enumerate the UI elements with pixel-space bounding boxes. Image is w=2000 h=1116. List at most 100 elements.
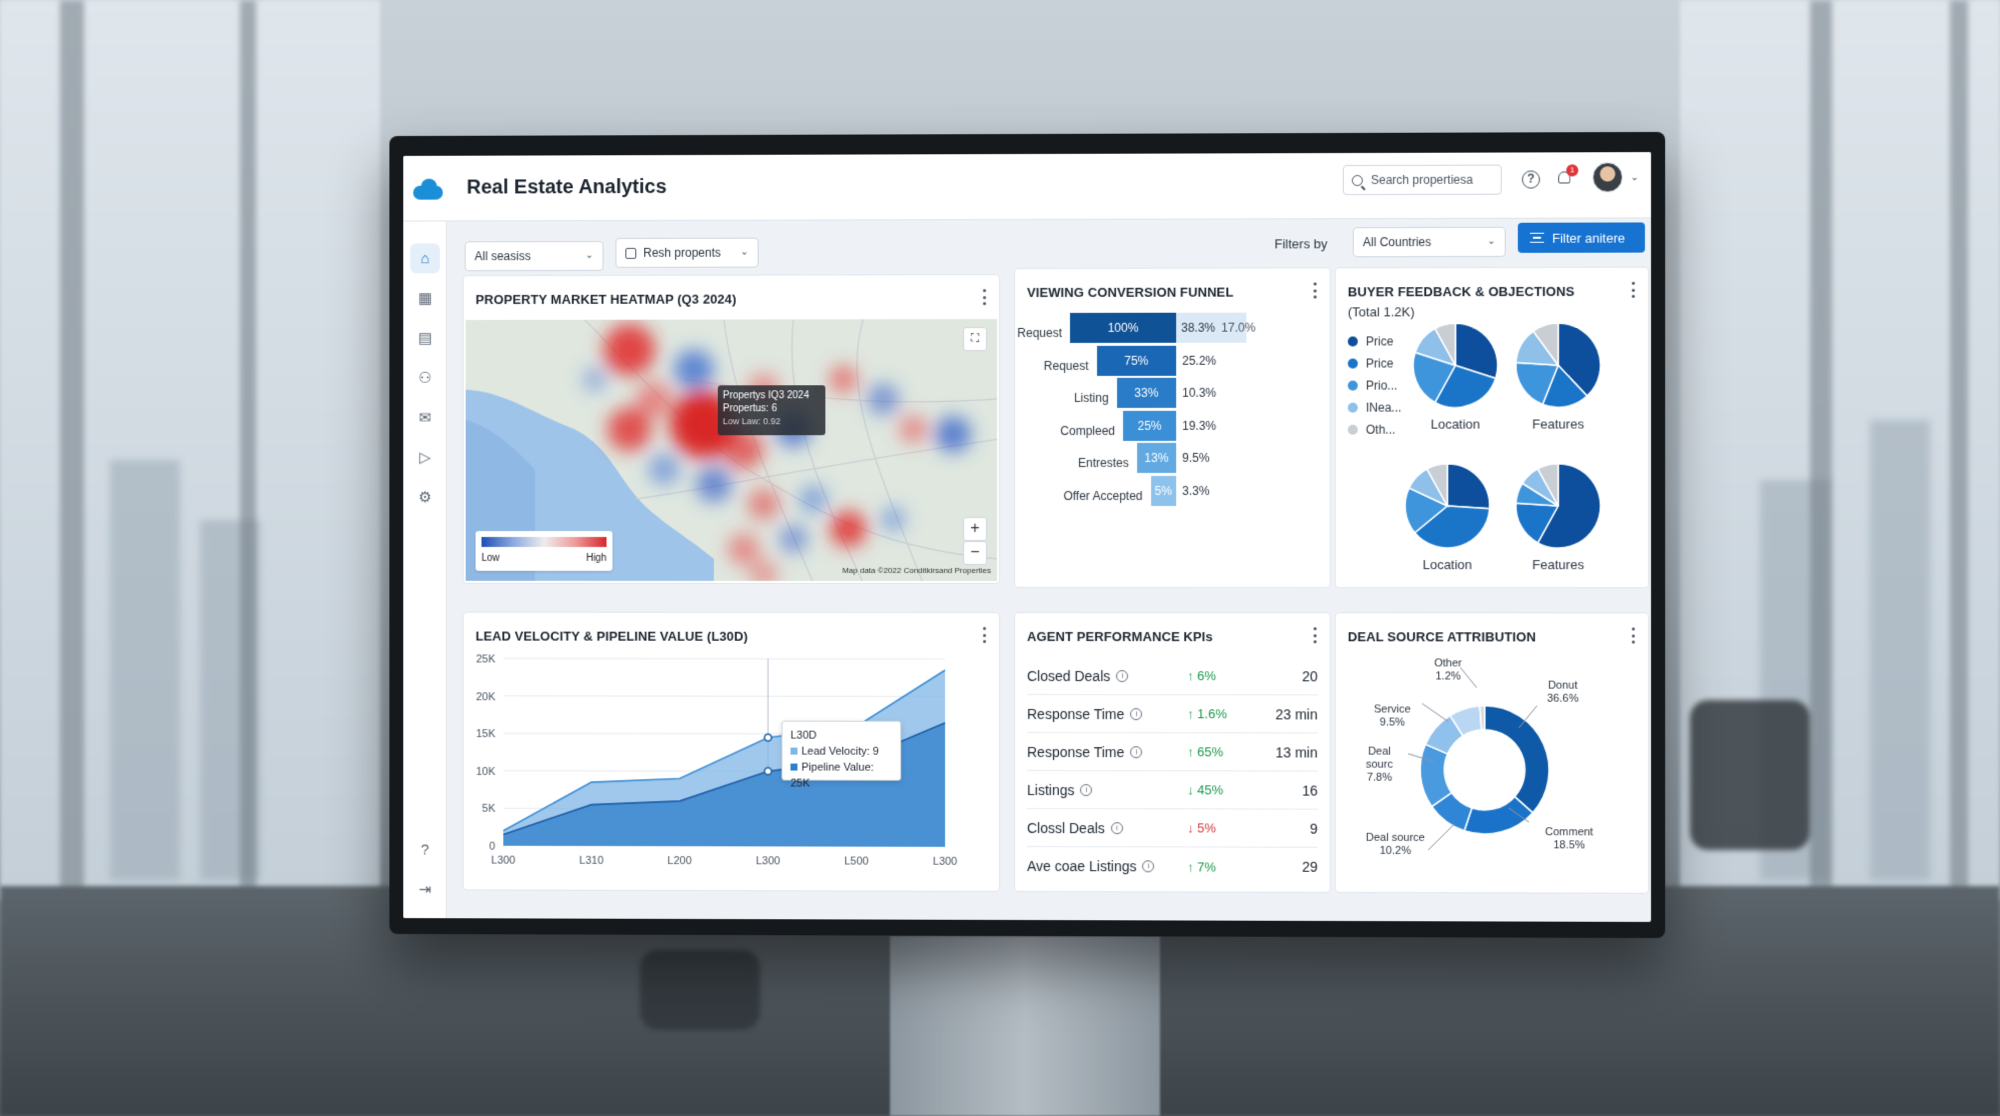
legend-label: Price bbox=[1366, 334, 1393, 348]
more-options-icon[interactable] bbox=[1632, 282, 1636, 298]
kpi-name: Response Time i bbox=[1027, 744, 1157, 760]
legend-swatch bbox=[1348, 425, 1358, 435]
kpi-row: Response Time i ↑ 65% 13 min bbox=[1027, 733, 1318, 772]
deal-source-title: DEAL SOURCE ATTRIBUTION bbox=[1348, 629, 1536, 644]
info-icon[interactable]: i bbox=[1116, 670, 1128, 682]
bell-icon[interactable]: 1 bbox=[1556, 168, 1572, 188]
info-icon[interactable]: i bbox=[1111, 822, 1123, 834]
kpi-value: 13 min bbox=[1275, 744, 1317, 760]
help-circle-icon[interactable]: ? bbox=[410, 835, 440, 865]
funnel-bar: 33% bbox=[1117, 378, 1176, 408]
lead-velocity-chart: 0 5K 10K 15K 20K 25K L300 L310 L200 L300 L500 L300 bbox=[464, 613, 1001, 893]
info-icon[interactable]: i bbox=[1130, 708, 1142, 720]
kpi-name-label: Listings bbox=[1027, 782, 1074, 798]
y-tick-label: 25K bbox=[476, 653, 496, 665]
heatmap-map[interactable]: Propertys IQ3 2024 Propertus: 6 Low Law:… bbox=[466, 319, 997, 581]
donut-label: Deal sourc 7.8% bbox=[1366, 746, 1393, 785]
legend-item: Oth... bbox=[1348, 423, 1396, 437]
kpi-value: 20 bbox=[1302, 668, 1318, 684]
chevron-down-icon: ⌄ bbox=[585, 250, 593, 261]
users-icon[interactable]: ⚇ bbox=[410, 363, 440, 393]
agent-kpi-card: AGENT PERFORMANCE KPIs Closed Deals i ↑ 6%… bbox=[1014, 612, 1331, 893]
grid-icon[interactable]: ▦ bbox=[410, 283, 440, 313]
kpi-value: 29 bbox=[1302, 859, 1318, 875]
buyer-feedback-card: BUYER FEEDBACK & OBJECTIONS (Total 1.2K)… bbox=[1335, 267, 1649, 589]
funnel-bar: 25% bbox=[1123, 410, 1176, 440]
tooltip-series2: Pipeline Value: 25K bbox=[790, 762, 873, 790]
pie-label: Features bbox=[1513, 557, 1604, 572]
gear-icon[interactable]: ⚙ bbox=[410, 482, 440, 512]
legend-label: Price bbox=[1366, 356, 1393, 370]
info-icon[interactable]: i bbox=[1080, 784, 1092, 796]
donut-label-line2: 9.5% bbox=[1374, 717, 1411, 730]
filter-button[interactable]: Filter anitere bbox=[1518, 222, 1645, 252]
tooltip-series1: Lead Velocity: 9 bbox=[801, 746, 878, 758]
leader-line bbox=[1460, 667, 1476, 687]
filters-by-label: Filters by bbox=[1274, 236, 1327, 251]
donut-label: Service 9.5% bbox=[1374, 703, 1411, 729]
data-point-marker bbox=[765, 734, 772, 741]
kpi-row: Listings i ↓ 45% 16 bbox=[1027, 771, 1318, 810]
legend-item: Price bbox=[1348, 356, 1394, 370]
donut-label-line1: Donut bbox=[1547, 680, 1578, 693]
lead-velocity-card: LEAD VELOCITY & PIPELINE VALUE (L30D) 05… bbox=[463, 612, 1000, 892]
info-icon[interactable]: i bbox=[1143, 860, 1155, 872]
funnel-extension: 38.3% 17.0% bbox=[1176, 313, 1246, 343]
donut-label-line3: 7.8% bbox=[1366, 772, 1393, 785]
kpi-name: Response Time i bbox=[1027, 706, 1157, 722]
more-options-icon[interactable] bbox=[1314, 627, 1318, 643]
search-input[interactable]: Search propertiesa bbox=[1343, 165, 1502, 196]
pie-label: Features bbox=[1513, 416, 1604, 431]
feedback-pie bbox=[1410, 320, 1501, 410]
inbox-icon[interactable]: ✉ bbox=[410, 403, 440, 433]
play-circle-icon[interactable]: ▷ bbox=[410, 442, 440, 472]
more-options-icon[interactable] bbox=[1314, 282, 1318, 298]
zoom-out-button[interactable]: − bbox=[963, 541, 987, 565]
funnel-chart: Request 100% 38.3% 17.0% Request 75% 25.2% List… bbox=[1015, 268, 1330, 269]
date-select[interactable]: Resh propents ⌄ bbox=[615, 238, 758, 268]
pie-label: Location bbox=[1410, 417, 1501, 432]
donut-label-line2: sourc bbox=[1366, 759, 1393, 772]
leader-line bbox=[1422, 704, 1448, 722]
kpi-delta: ↑ 1.6% bbox=[1187, 706, 1227, 721]
season-select[interactable]: All seasiss ⌄ bbox=[465, 241, 604, 271]
tooltip-line2: Propertus: 6 bbox=[723, 402, 821, 415]
country-select-value: All Countries bbox=[1363, 235, 1431, 249]
tooltip-line1: Propertys IQ3 2024 bbox=[723, 389, 821, 402]
funnel-value: 38.3% bbox=[1181, 321, 1215, 335]
chevron-down-icon[interactable]: ⌄ bbox=[1630, 172, 1638, 183]
donut-label: Comment 18.5% bbox=[1545, 826, 1593, 852]
funnel-value: 10.3% bbox=[1182, 386, 1216, 400]
feedback-pie bbox=[1513, 320, 1604, 411]
notification-badge: 1 bbox=[1566, 164, 1578, 176]
avatar[interactable] bbox=[1592, 162, 1622, 192]
donut-slice bbox=[1485, 706, 1549, 813]
kpi-delta: ↓ 45% bbox=[1187, 782, 1223, 797]
kpi-delta: ↑ 6% bbox=[1187, 668, 1216, 683]
logout-icon[interactable]: ⇥ bbox=[410, 874, 440, 904]
kpi-name-label: Ave coae Listings bbox=[1027, 858, 1137, 874]
dashboard-screen: Real Estate Analytics Search propertiesa… bbox=[403, 152, 1651, 922]
kpi-row: Clossl Deals i ↓ 5% 9 bbox=[1027, 809, 1318, 848]
leader-line bbox=[1428, 824, 1454, 850]
legend-swatch bbox=[1348, 381, 1358, 391]
funnel-bar: 13% bbox=[1137, 443, 1176, 473]
funnel-value: 25.2% bbox=[1182, 353, 1216, 367]
more-options-icon[interactable] bbox=[1632, 627, 1636, 643]
document-icon[interactable]: ▤ bbox=[410, 323, 440, 353]
home-icon[interactable]: ⌂ bbox=[410, 243, 440, 273]
help-icon[interactable]: ? bbox=[1522, 170, 1540, 188]
feedback-subtitle: (Total 1.2K) bbox=[1348, 304, 1415, 319]
monitor: Real Estate Analytics Search propertiesa… bbox=[389, 132, 1665, 938]
gridline bbox=[503, 696, 945, 697]
info-icon[interactable]: i bbox=[1130, 746, 1142, 758]
zoom-in-button[interactable]: + bbox=[963, 517, 987, 541]
country-select[interactable]: All Countries ⌄ bbox=[1353, 227, 1506, 257]
search-placeholder: Search propertiesa bbox=[1371, 173, 1473, 187]
legend-label: Oth... bbox=[1366, 423, 1396, 437]
more-options-icon[interactable] bbox=[983, 289, 987, 305]
funnel-stage-label: Listing bbox=[1029, 391, 1109, 405]
kpi-value: 9 bbox=[1310, 820, 1318, 836]
tooltip-title: L30D bbox=[790, 728, 892, 744]
app-title: Real Estate Analytics bbox=[467, 176, 667, 199]
